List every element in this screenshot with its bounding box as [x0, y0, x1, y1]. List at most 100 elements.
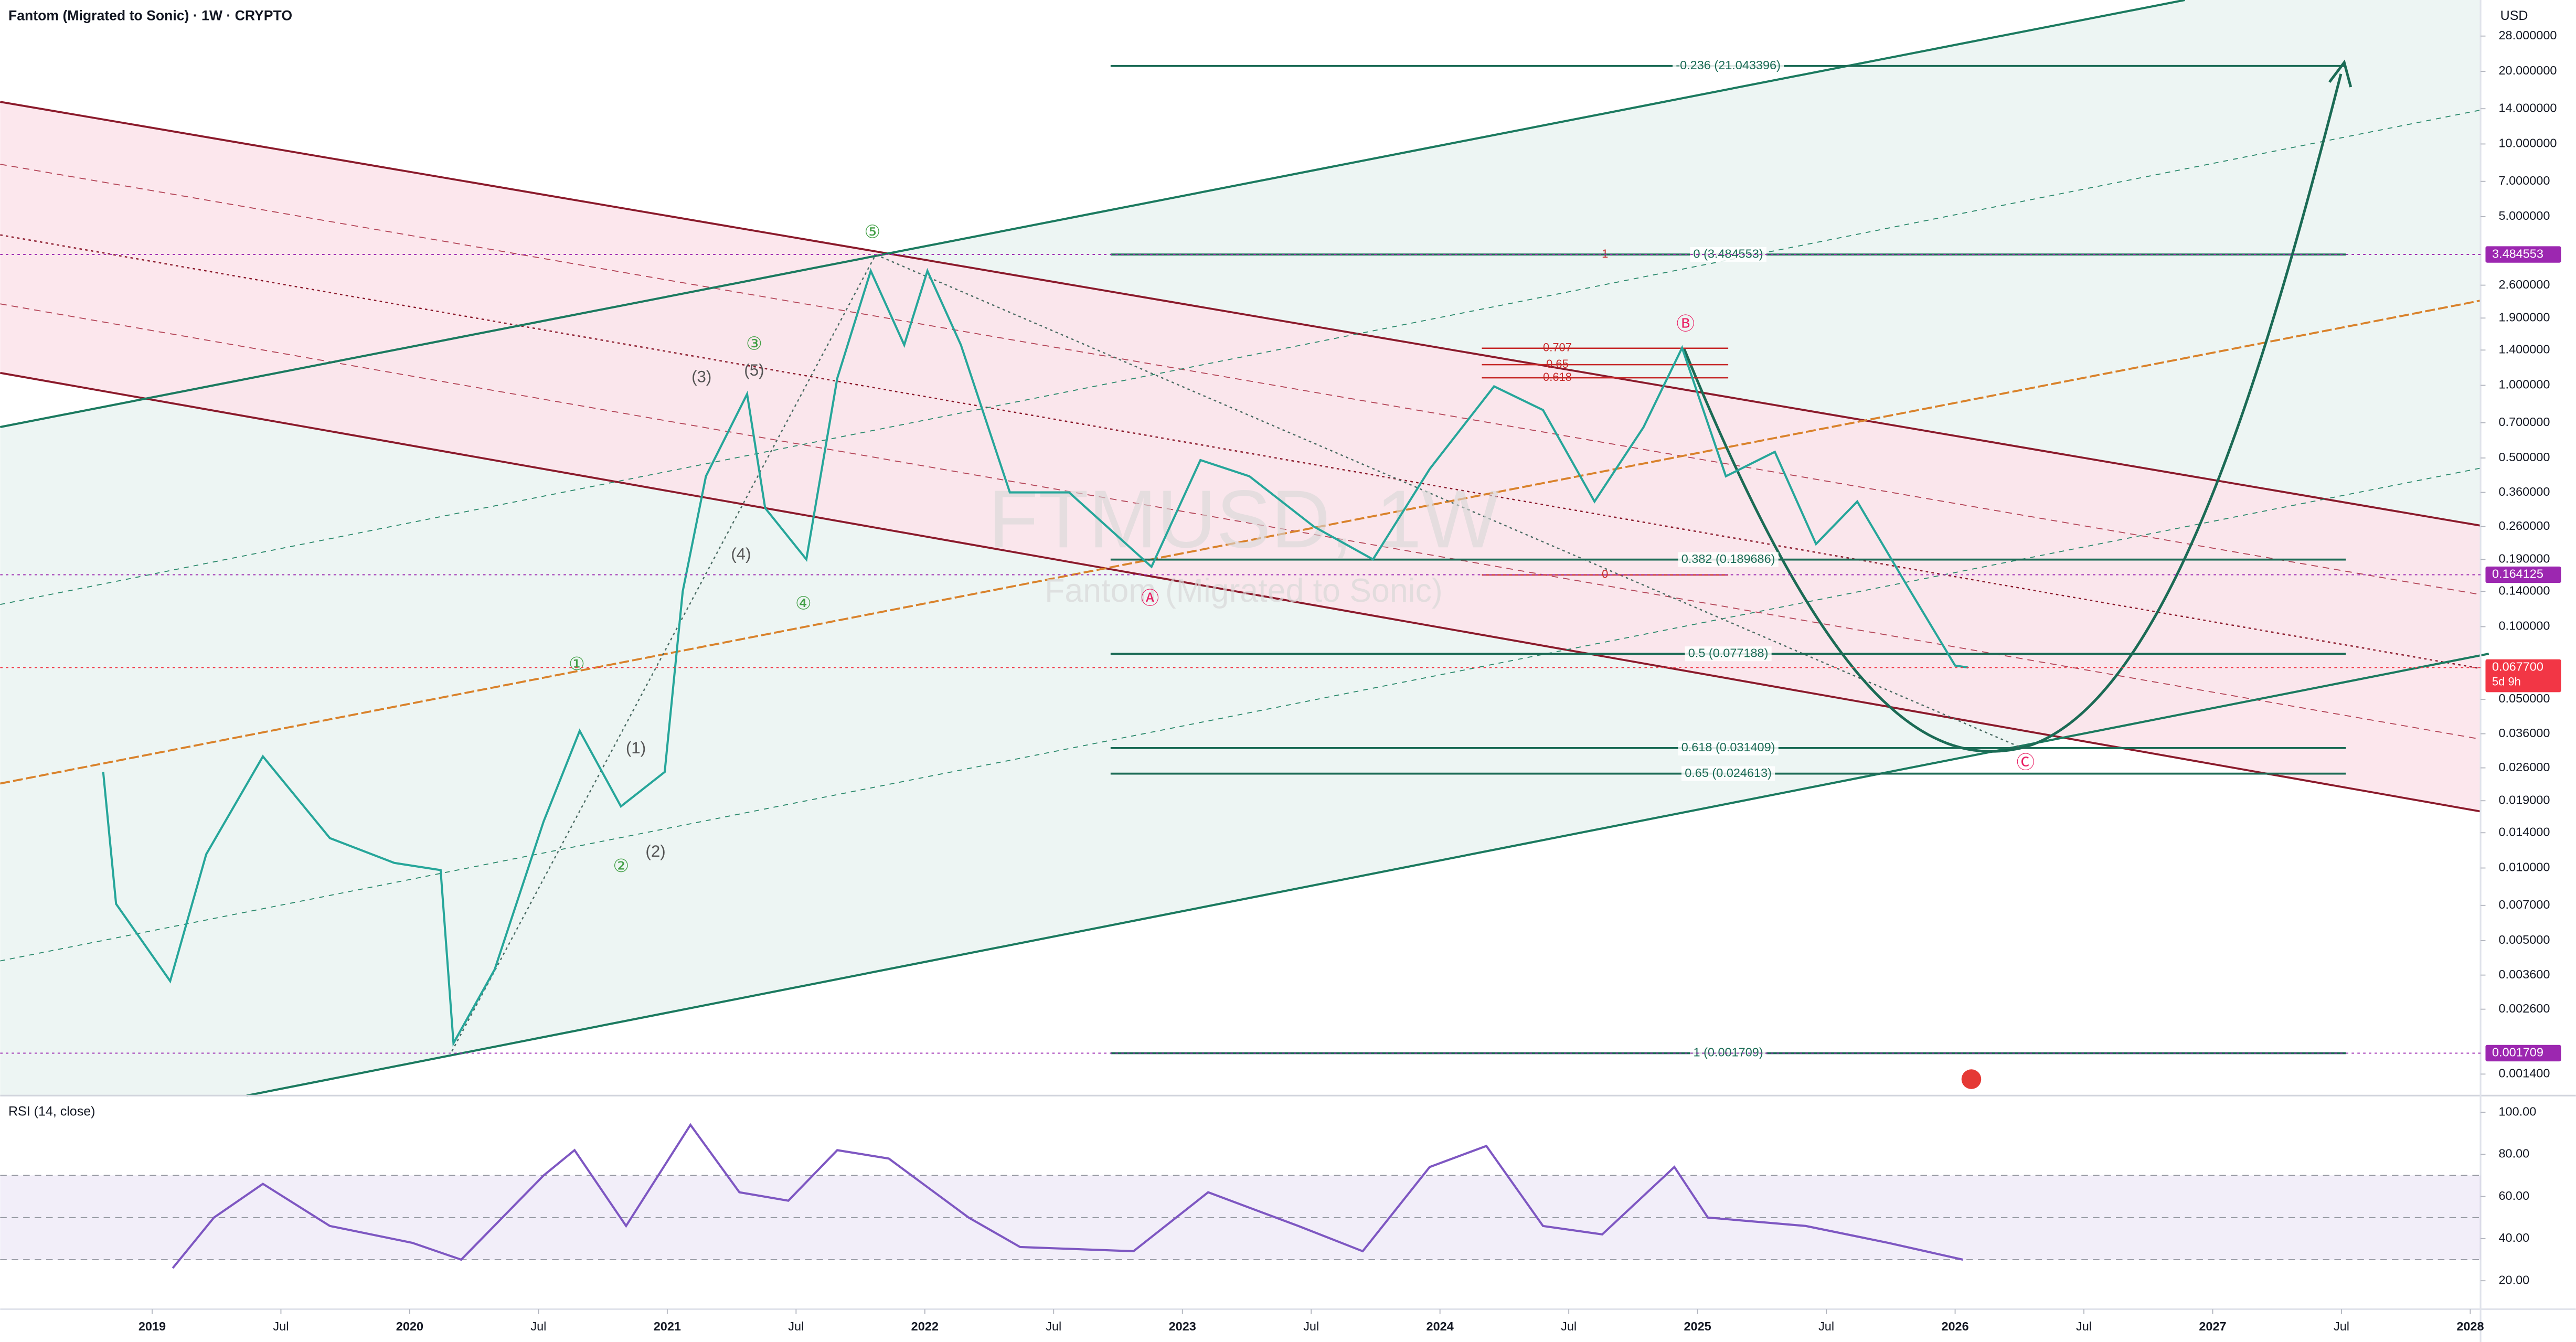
x-tick-label: 2024: [1427, 1319, 1454, 1333]
y-tick-label: 20.00: [2499, 1273, 2530, 1286]
x-tick-label: Jul: [273, 1319, 289, 1333]
y-tick-label: 1.900000: [2499, 310, 2550, 324]
fib-label-bg: [1685, 646, 1772, 662]
x-tick-label: 2022: [911, 1319, 939, 1333]
wave-label: (1): [626, 739, 646, 757]
x-tick-label: Jul: [788, 1319, 804, 1333]
small-fib-label: 0.707: [1543, 341, 1572, 354]
wave-label: ⑤: [864, 222, 880, 242]
y-tick-label: 1.400000: [2499, 342, 2550, 356]
wave-label: Ⓐ: [1141, 589, 1159, 609]
small-fib-label: 0.65: [1546, 357, 1569, 370]
y-tick-label: 0.005000: [2499, 933, 2550, 946]
channel-mid: [0, 109, 2481, 605]
fib-label: 1 (0.001709): [1694, 1046, 1763, 1059]
event-icon: [1961, 1069, 1982, 1089]
wave-label: (5): [744, 361, 764, 379]
y-tick-label: 7.000000: [2499, 174, 2550, 187]
price-tag: [2485, 566, 2561, 583]
series-line: [102, 268, 1968, 1047]
wave-line: [451, 253, 2021, 1052]
fib-label: 0 (3.484553): [1694, 247, 1763, 260]
x-tick-label: Jul: [1046, 1319, 1061, 1333]
y-tick-label: 1.000000: [2499, 378, 2550, 391]
fib-label-bg: [1681, 766, 1775, 781]
y-tick-label: 0.500000: [2499, 450, 2550, 464]
y-tick-label: 0.003600: [2499, 967, 2550, 981]
rsi-band: [0, 1175, 2481, 1260]
y-tick-label: 0.190000: [2499, 551, 2550, 565]
y-tick-label: 28.000000: [2499, 28, 2557, 42]
fib-label: 0.382 (0.189686): [1681, 552, 1775, 566]
fib-label: 0.618 (0.031409): [1681, 740, 1775, 754]
channel-mid: [0, 467, 2481, 962]
channel-line: [246, 653, 2489, 1097]
wave-label: (4): [731, 545, 751, 563]
x-tick-label: 2026: [1941, 1319, 1968, 1333]
wave-label: ②: [613, 856, 629, 876]
channel-mid: [0, 303, 2481, 740]
y-tick-label: 0.026000: [2499, 760, 2550, 774]
y-tick-label: 100.00: [2499, 1104, 2537, 1118]
wave-label: (2): [645, 842, 665, 860]
y-tick-label: 0.700000: [2499, 415, 2550, 429]
price-tag: [2485, 1045, 2561, 1062]
x-tick-label: 2028: [2456, 1319, 2484, 1333]
y-tick-label: 10.000000: [2499, 136, 2557, 150]
y-tick-label: 2.600000: [2499, 278, 2550, 291]
x-tick-label: Jul: [530, 1319, 546, 1333]
y-tick-label: 20.000000: [2499, 63, 2557, 77]
price-tag: [2485, 659, 2561, 693]
x-tick-label: 2025: [1684, 1319, 1711, 1333]
y-tick-label: 0.260000: [2499, 519, 2550, 532]
x-tick-label: 2021: [654, 1319, 681, 1333]
fib-label: -0.236 (21.043396): [1676, 58, 1781, 72]
projection-curve: [1683, 73, 2343, 753]
x-tick-label: 2019: [139, 1319, 166, 1333]
y-tick-label: 5.000000: [2499, 209, 2550, 222]
y-tick-label: 0.001400: [2499, 1067, 2550, 1080]
y-tick-label: 0.140000: [2499, 583, 2550, 597]
x-tick-label: Jul: [1818, 1319, 1834, 1333]
wave-label: Ⓑ: [1676, 314, 1694, 334]
y-tick-label: 0.019000: [2499, 793, 2550, 806]
x-tick-label: Jul: [1303, 1319, 1319, 1333]
price-tag-label: 3.484553: [2492, 247, 2543, 260]
wave-label: ③: [746, 334, 762, 354]
y-tick-label: 0.100000: [2499, 619, 2550, 633]
red-channel: [0, 102, 2481, 812]
x-tick-label: Jul: [2076, 1319, 2092, 1333]
y-tick-label: 0.036000: [2499, 726, 2550, 740]
fib-label: 0.65 (0.024613): [1685, 766, 1772, 780]
x-tick-label: 2020: [396, 1319, 423, 1333]
x-tick-label: 2027: [2199, 1319, 2226, 1333]
y-axis-label: USD: [2500, 8, 2528, 23]
y-tick-label: 0.002600: [2499, 1002, 2550, 1015]
y-tick-label: 0.010000: [2499, 860, 2550, 874]
countdown: 5d 9h: [2492, 675, 2521, 688]
fib-label-bg: [1673, 58, 1784, 73]
channel-line: [0, 0, 2185, 429]
fib-label-bg: [1678, 552, 1779, 567]
wave-label: ④: [795, 593, 812, 613]
y-tick-label: 0.014000: [2499, 825, 2550, 838]
y-tick-label: 80.00: [2499, 1147, 2530, 1160]
wave-label: ①: [569, 654, 585, 674]
channel-mid: [0, 164, 2481, 595]
small-fib-label: 0.618: [1543, 370, 1572, 384]
y-tick-label: 60.00: [2499, 1189, 2530, 1202]
channel-mid: [0, 300, 2481, 785]
y-tick-label: 14.000000: [2499, 101, 2557, 114]
rsi-title: RSI (14, close): [8, 1104, 95, 1119]
y-tick-label: 0.007000: [2499, 898, 2550, 911]
channel-line: [0, 371, 2481, 813]
y-tick-label: 0.360000: [2499, 485, 2550, 498]
x-tick-label: Jul: [2334, 1319, 2349, 1333]
chart-title: Fantom (Migrated to Sonic) · 1W · CRYPTO: [8, 7, 292, 23]
x-tick-label: Jul: [1561, 1319, 1577, 1333]
y-tick-label: 40.00: [2499, 1231, 2530, 1244]
x-tick-label: 2023: [1169, 1319, 1196, 1333]
price-tag-label: 0.067700: [2492, 660, 2543, 674]
y-tick-label: 0.050000: [2499, 691, 2550, 705]
